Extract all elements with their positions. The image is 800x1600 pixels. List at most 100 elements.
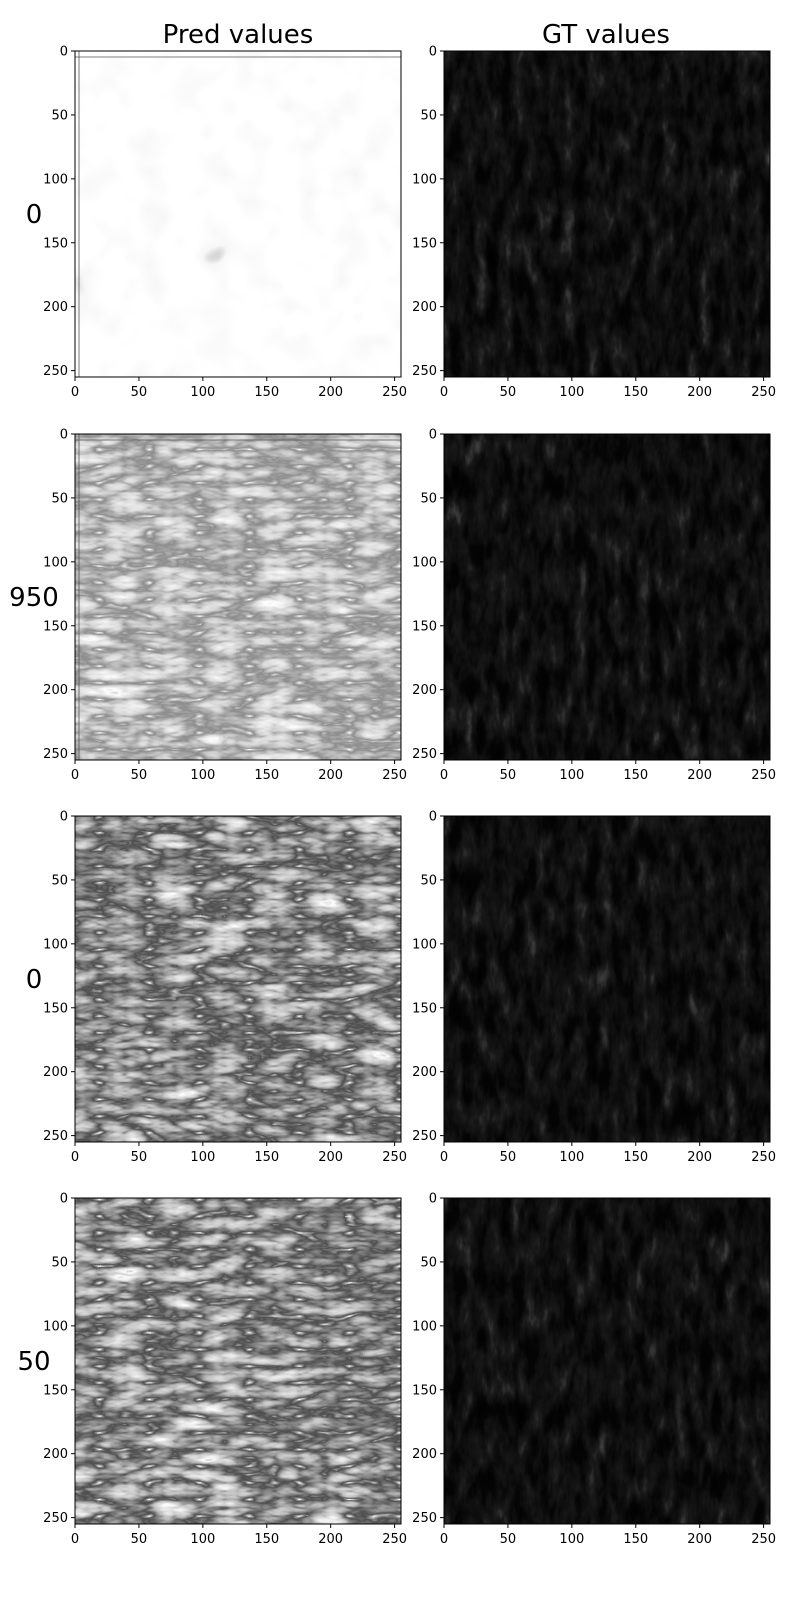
x-tick-label: 150 bbox=[254, 1532, 279, 1547]
column-title-pred: Pred values bbox=[163, 20, 314, 50]
y-tick-label: 50 bbox=[51, 491, 68, 506]
x-tick-label: 50 bbox=[500, 1532, 517, 1547]
axes-frame bbox=[443, 50, 771, 378]
y-tick-label: 200 bbox=[412, 1065, 437, 1080]
x-tick-label: 100 bbox=[190, 1150, 215, 1165]
y-tick-label: 200 bbox=[43, 1065, 68, 1080]
x-tick-label: 50 bbox=[131, 1532, 148, 1547]
axes-frame bbox=[74, 815, 402, 1143]
x-tick-label: 0 bbox=[440, 385, 448, 400]
y-tick-label: 150 bbox=[412, 1001, 437, 1016]
gt-image bbox=[444, 1198, 770, 1524]
y-tick-label: 150 bbox=[412, 236, 437, 251]
y-tick-label: 250 bbox=[43, 1129, 68, 1144]
x-tick-label: 250 bbox=[751, 385, 776, 400]
x-tick-label: 100 bbox=[190, 385, 215, 400]
axes-frame bbox=[443, 815, 771, 1143]
column-title-gt: GT values bbox=[542, 20, 670, 50]
y-tick-label: 150 bbox=[412, 619, 437, 634]
y-tick-label: 100 bbox=[412, 937, 437, 952]
x-tick-label: 250 bbox=[751, 1532, 776, 1547]
y-tick-label: 150 bbox=[43, 1001, 68, 1016]
y-tick-label: 0 bbox=[60, 1192, 68, 1207]
y-tick-label: 250 bbox=[412, 1129, 437, 1144]
x-tick-label: 0 bbox=[71, 385, 79, 400]
y-tick-label: 100 bbox=[43, 555, 68, 570]
x-tick-label: 200 bbox=[687, 1150, 712, 1165]
axes-frame bbox=[443, 433, 771, 761]
gt-image bbox=[444, 816, 770, 1142]
x-tick-label: 150 bbox=[623, 1532, 648, 1547]
x-tick-label: 150 bbox=[254, 1150, 279, 1165]
y-tick-label: 100 bbox=[412, 1319, 437, 1334]
y-tick-label: 100 bbox=[43, 1319, 68, 1334]
x-tick-label: 50 bbox=[500, 768, 517, 783]
x-tick-label: 200 bbox=[318, 1532, 343, 1547]
x-tick-label: 100 bbox=[559, 1150, 584, 1165]
y-tick-label: 50 bbox=[420, 491, 437, 506]
y-tick-label: 0 bbox=[60, 810, 68, 825]
x-tick-label: 250 bbox=[382, 768, 407, 783]
x-tick-label: 150 bbox=[623, 385, 648, 400]
x-tick-label: 250 bbox=[751, 1150, 776, 1165]
pred-image bbox=[75, 1198, 401, 1524]
y-tick-label: 0 bbox=[429, 428, 437, 443]
y-tick-label: 100 bbox=[43, 172, 68, 187]
axes-frame bbox=[74, 1197, 402, 1525]
y-tick-label: 250 bbox=[412, 1511, 437, 1526]
x-tick-label: 250 bbox=[751, 768, 776, 783]
x-tick-label: 0 bbox=[440, 1150, 448, 1165]
y-tick-label: 150 bbox=[412, 1383, 437, 1398]
x-tick-label: 250 bbox=[382, 385, 407, 400]
y-tick-label: 250 bbox=[43, 1511, 68, 1526]
axes-frame bbox=[74, 433, 402, 761]
y-tick-label: 150 bbox=[43, 236, 68, 251]
pred-image bbox=[75, 816, 401, 1142]
pred-image bbox=[75, 51, 401, 377]
x-tick-label: 150 bbox=[623, 1150, 648, 1165]
y-tick-label: 200 bbox=[412, 683, 437, 698]
y-tick-label: 200 bbox=[43, 300, 68, 315]
x-tick-label: 250 bbox=[382, 1150, 407, 1165]
y-tick-label: 100 bbox=[43, 937, 68, 952]
y-tick-label: 100 bbox=[412, 172, 437, 187]
y-tick-label: 100 bbox=[412, 555, 437, 570]
y-tick-label: 200 bbox=[43, 683, 68, 698]
x-tick-label: 200 bbox=[687, 1532, 712, 1547]
x-tick-label: 0 bbox=[71, 1532, 79, 1547]
row-label: 50 bbox=[17, 1347, 50, 1377]
x-tick-label: 100 bbox=[559, 1532, 584, 1547]
x-tick-label: 200 bbox=[687, 385, 712, 400]
gt-image bbox=[444, 51, 770, 377]
x-tick-label: 50 bbox=[131, 385, 148, 400]
pred-image bbox=[75, 434, 401, 760]
x-tick-label: 50 bbox=[500, 385, 517, 400]
x-tick-label: 50 bbox=[500, 1150, 517, 1165]
y-tick-label: 50 bbox=[51, 873, 68, 888]
x-tick-label: 100 bbox=[190, 1532, 215, 1547]
x-tick-label: 50 bbox=[131, 768, 148, 783]
y-tick-label: 150 bbox=[43, 1383, 68, 1398]
y-tick-label: 50 bbox=[420, 108, 437, 123]
x-tick-label: 150 bbox=[254, 385, 279, 400]
x-tick-label: 200 bbox=[687, 768, 712, 783]
x-tick-label: 200 bbox=[318, 768, 343, 783]
row-label: 0 bbox=[26, 200, 43, 230]
y-tick-label: 0 bbox=[60, 428, 68, 443]
y-tick-label: 200 bbox=[43, 1447, 68, 1462]
x-tick-label: 100 bbox=[559, 768, 584, 783]
y-tick-label: 0 bbox=[60, 45, 68, 60]
x-tick-label: 150 bbox=[254, 768, 279, 783]
y-tick-label: 50 bbox=[420, 873, 437, 888]
row-label: 950 bbox=[9, 583, 59, 613]
y-tick-label: 0 bbox=[429, 810, 437, 825]
x-tick-label: 50 bbox=[131, 1150, 148, 1165]
y-tick-label: 200 bbox=[412, 1447, 437, 1462]
y-tick-label: 250 bbox=[412, 364, 437, 379]
